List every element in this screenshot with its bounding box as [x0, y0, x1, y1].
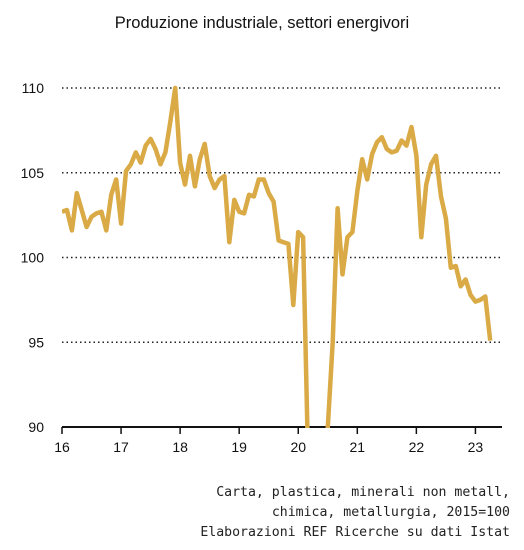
x-axis-ticks: 16 17 18 19 20 21 22 23 — [54, 427, 483, 455]
x-tick-label: 18 — [172, 439, 188, 455]
line-chart: 90 95 100 105 110 16 17 18 19 20 21 22 23 — [21, 80, 502, 455]
chart-title: Produzione industriale, settori energivo… — [114, 14, 410, 32]
gridlines — [62, 87, 502, 343]
y-tick-label: 110 — [22, 80, 45, 96]
x-tick-label: 20 — [290, 439, 306, 455]
source-note-line-2: chimica, metallurgia, 2015=100 — [271, 505, 510, 520]
x-tick-label: 22 — [409, 439, 425, 455]
series-line — [62, 85, 493, 428]
y-axis-ticks: 90 95 100 105 110 — [21, 80, 45, 435]
y-tick-label: 100 — [21, 250, 45, 266]
x-tick-label: 16 — [54, 439, 70, 455]
source-note-line-3: Elaborazioni REF Ricerche su dati Istat — [200, 525, 510, 540]
y-tick-label: 105 — [21, 165, 45, 181]
x-tick-label: 19 — [231, 439, 247, 455]
x-tick-label: 23 — [468, 439, 484, 455]
x-tick-label: 17 — [113, 439, 129, 455]
x-tick-label: 21 — [350, 439, 366, 455]
source-note-line-1: Carta, plastica, minerali non metall, — [216, 485, 510, 500]
y-tick-label: 95 — [28, 334, 44, 350]
y-tick-label: 90 — [28, 419, 44, 435]
